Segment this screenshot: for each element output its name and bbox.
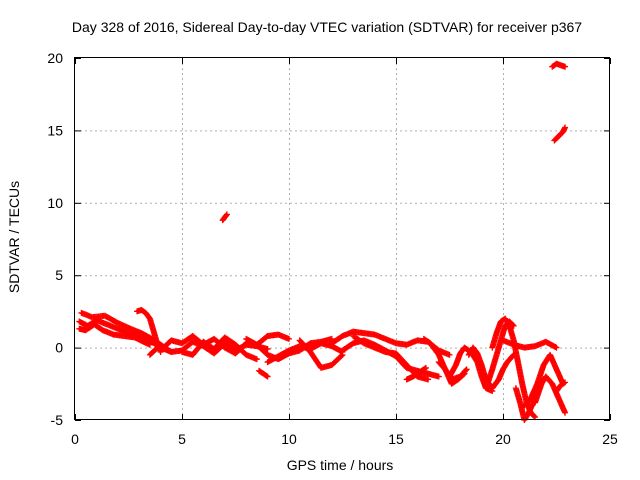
tick-labels: 0 5 10 15 20 25 -5 0 5 10 15 20	[47, 50, 618, 447]
data-point	[264, 373, 271, 380]
y-axis-label: SDTVAR / TECUs	[6, 181, 22, 293]
data-point	[146, 341, 153, 348]
y-tick-label: 10	[47, 195, 63, 211]
data-point	[562, 124, 569, 131]
data-point	[338, 352, 345, 359]
data-point	[422, 364, 429, 371]
plot-frame	[74, 57, 610, 420]
data-point	[560, 380, 567, 387]
y-tick-label: 5	[55, 267, 63, 283]
data-point	[462, 367, 469, 374]
x-tick-label: 25	[602, 431, 618, 447]
x-tick-label: 0	[71, 431, 79, 447]
data-point	[264, 346, 271, 353]
data-point	[425, 376, 432, 383]
data-point	[460, 371, 467, 378]
grid-lines	[75, 58, 610, 420]
x-tick-label: 5	[178, 431, 186, 447]
data-point	[446, 351, 453, 358]
y-tick-label: -5	[51, 412, 64, 428]
data-point	[253, 356, 260, 363]
data-point	[263, 372, 270, 379]
axis-ticks	[75, 58, 611, 421]
y-tick-label: 20	[47, 50, 63, 66]
data-point	[286, 335, 292, 342]
x-tick-label: 20	[495, 431, 511, 447]
data-point	[553, 344, 560, 351]
x-axis-label: GPS time / hours	[287, 457, 394, 473]
data-point	[531, 413, 538, 420]
data-point	[435, 373, 442, 380]
data-point	[461, 370, 468, 377]
data-point	[562, 409, 569, 416]
x-tick-label: 10	[281, 431, 297, 447]
x-tick-label: 15	[388, 431, 404, 447]
chart-title: Day 328 of 2016, Sidereal Day-to-day VTE…	[72, 19, 582, 35]
data-points	[76, 60, 569, 423]
data-point	[223, 212, 230, 219]
data-point	[421, 365, 428, 372]
y-tick-label: 0	[55, 340, 63, 356]
data-point	[562, 63, 569, 70]
y-tick-label: 15	[47, 122, 63, 138]
data-point	[463, 366, 470, 373]
data-point	[223, 211, 230, 218]
data-point	[562, 379, 569, 386]
